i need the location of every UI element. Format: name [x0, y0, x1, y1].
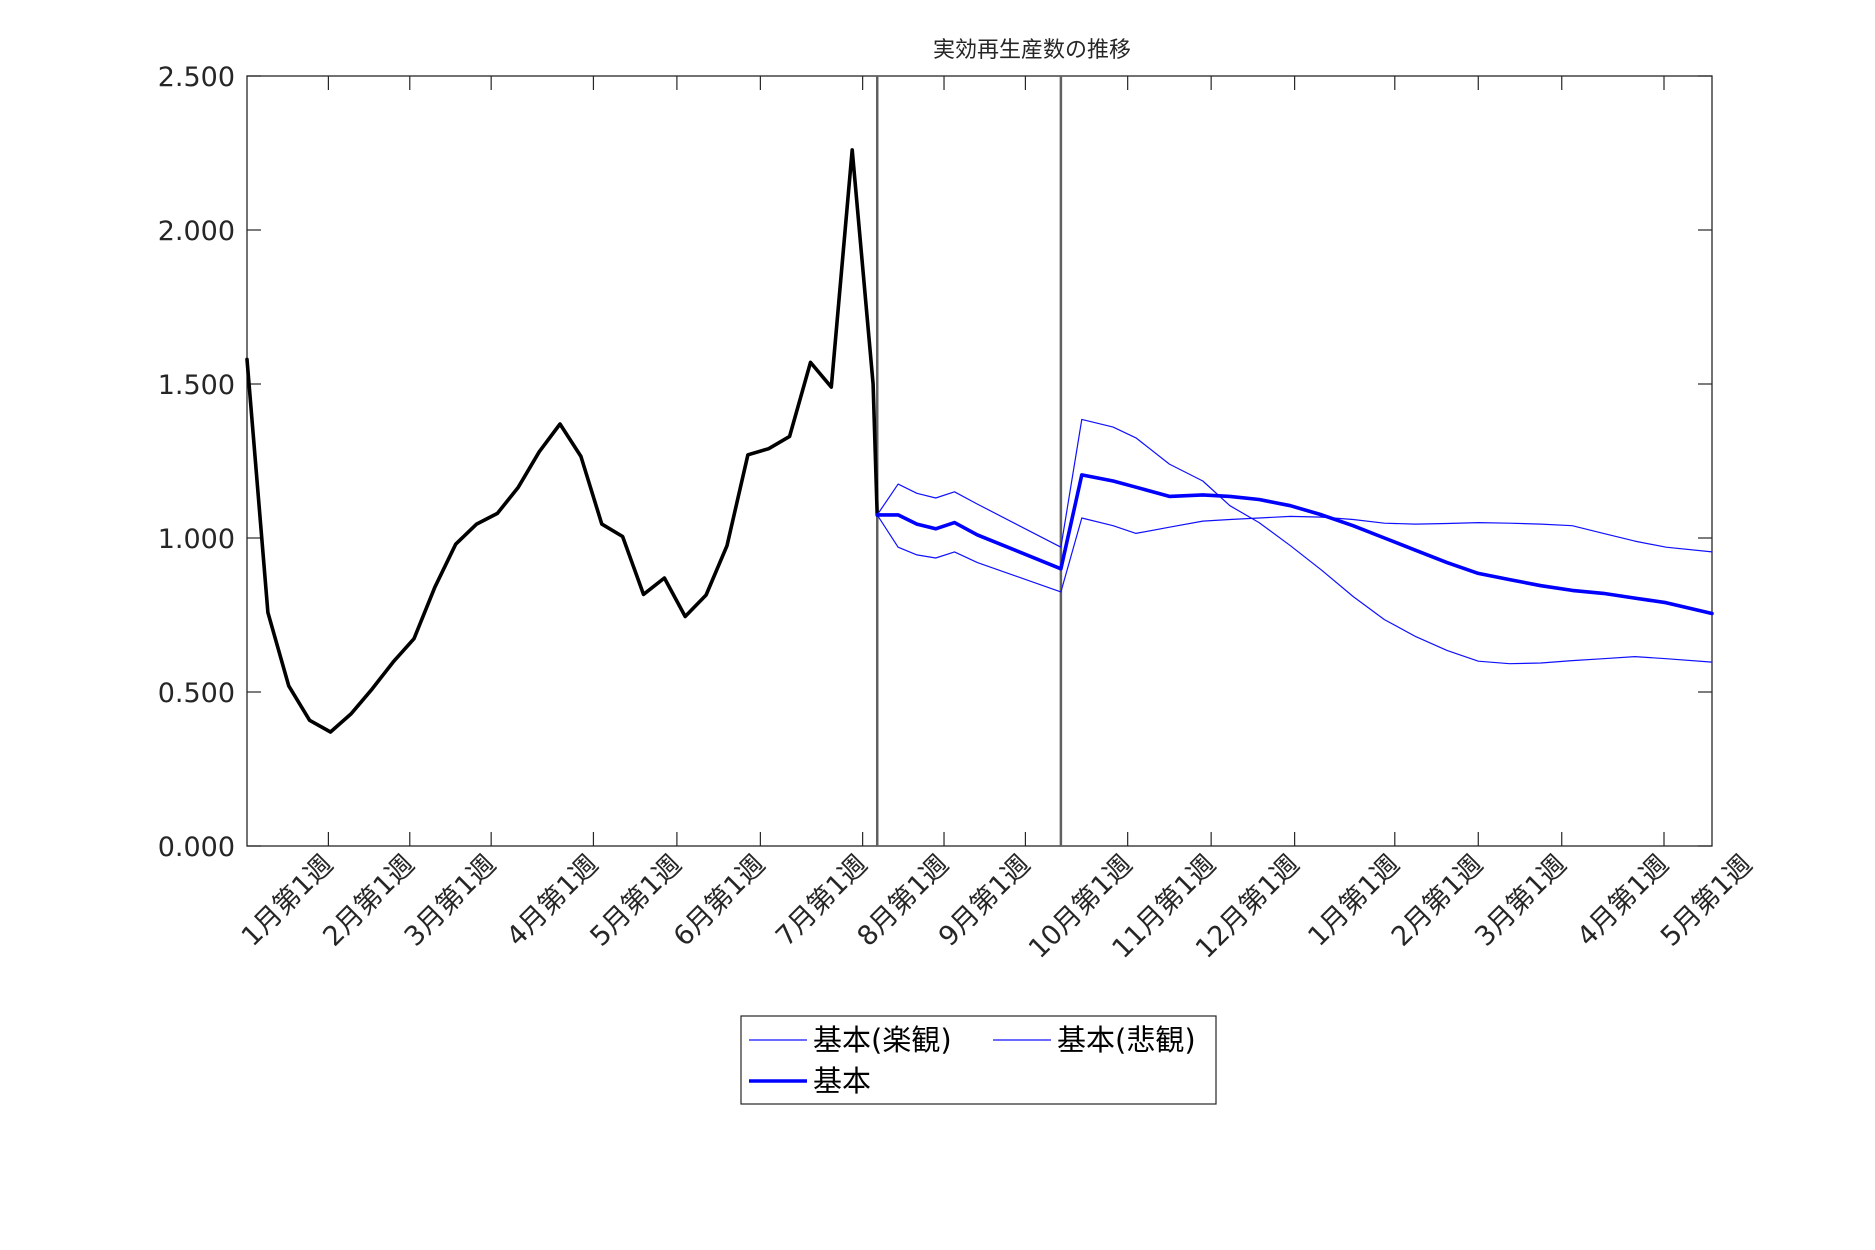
- y-tick-label: 1.500: [158, 370, 235, 401]
- legend-label: 基本(楽観): [813, 1023, 952, 1057]
- legend: 基本(楽観) 基本(悲観) 基本: [740, 1015, 1217, 1105]
- legend-label: 基本(悲観): [1057, 1023, 1196, 1057]
- series-line-0: [245, 148, 880, 734]
- legend-box: [740, 1015, 1217, 1105]
- chart-title: 実効再生産数の推移: [933, 38, 1131, 63]
- series-line-1: [876, 418, 1713, 665]
- y-tick-label: 0.500: [158, 678, 235, 709]
- legend-label: 基本: [813, 1064, 871, 1098]
- series-line-2: [876, 514, 1713, 593]
- y-tick-label: 2.000: [158, 216, 235, 247]
- y-tick-label: 2.500: [158, 62, 235, 93]
- y-tick-label: 1.000: [158, 524, 235, 555]
- series-line-3: [875, 473, 1714, 616]
- y-tick-label: 0.000: [158, 832, 235, 863]
- axes-box: [246, 75, 1713, 847]
